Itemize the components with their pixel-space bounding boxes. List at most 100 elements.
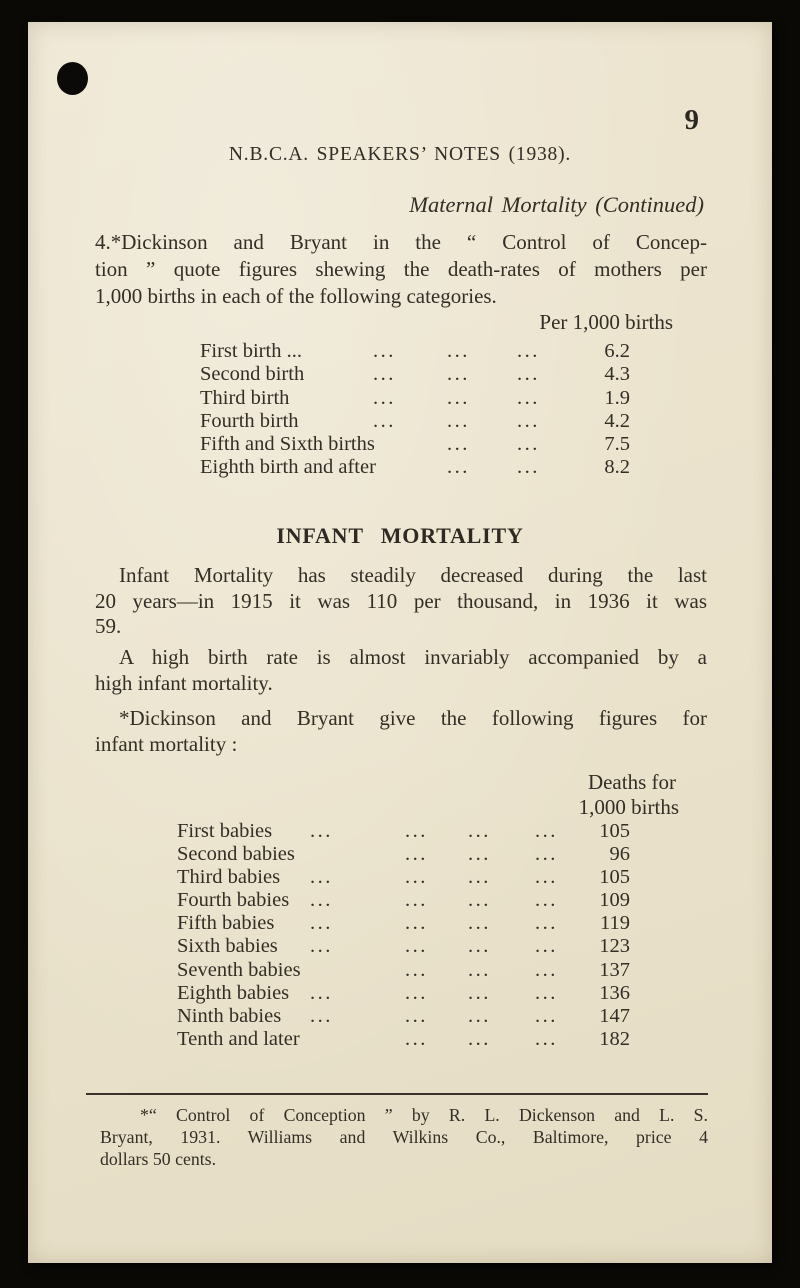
row-value: 1.9 bbox=[604, 386, 630, 409]
row-label: Sixth babies bbox=[177, 935, 278, 958]
dot-leader: ... bbox=[468, 958, 491, 981]
dot-leader: ... bbox=[405, 843, 428, 866]
maternal-table-header: Per 1,000 births bbox=[539, 310, 673, 334]
dot-leader: ... bbox=[468, 820, 491, 842]
row-label: Fifth and Sixth births bbox=[200, 433, 375, 456]
dot-leader: ... bbox=[535, 843, 558, 866]
section-subtitle: Maternal Mortality (Continued) bbox=[409, 192, 704, 217]
row-value: 96 bbox=[609, 843, 631, 866]
row-value: 6.2 bbox=[604, 340, 630, 362]
table-row: Tenth and later ... ... ... 182 bbox=[28, 1028, 772, 1051]
row-label: Eighth babies bbox=[177, 981, 290, 1004]
dot-leader: ... bbox=[373, 409, 396, 432]
dot-leader: ... bbox=[373, 386, 396, 409]
footnote-rule bbox=[86, 1093, 708, 1095]
row-value: 123 bbox=[599, 935, 630, 958]
paragraph-line: 1,000 births in each of the following ca… bbox=[95, 284, 497, 308]
table-row: Second birth ... ... ... 4.3 bbox=[28, 363, 772, 386]
row-label: Tenth and later bbox=[177, 1027, 300, 1050]
intro-paragraph: 4.*Dickinson and Bryant in the “ Control… bbox=[95, 229, 707, 310]
punch-hole bbox=[57, 62, 88, 95]
row-value: 147 bbox=[599, 1004, 630, 1027]
paragraph-line: infant mortality : bbox=[95, 731, 238, 756]
dot-leader: ... bbox=[405, 912, 428, 935]
dot-leader: ... bbox=[373, 363, 396, 386]
row-label: Third babies bbox=[177, 866, 281, 889]
page-header: N.B.C.A. SPEAKERS’ NOTES (1938). bbox=[228, 144, 572, 165]
table-row: Fifth and Sixth births ... ... 7.5 bbox=[28, 433, 772, 456]
paragraph-line: 4.*Dickinson and Bryant in the “ Control… bbox=[95, 230, 707, 254]
dot-leader: ... bbox=[447, 433, 470, 456]
table-row: Eighth babies ... ... ... ... 136 bbox=[28, 982, 772, 1005]
row-value: 109 bbox=[599, 889, 630, 912]
row-value: 105 bbox=[599, 820, 630, 842]
table-row: First birth ... ... ... ... 6.2 bbox=[28, 340, 772, 363]
dot-leader: ... bbox=[517, 363, 540, 386]
row-label: Third birth bbox=[200, 386, 290, 409]
table-row: Seventh babies ... ... ... 137 bbox=[28, 959, 772, 982]
dot-leader: ... bbox=[517, 340, 540, 362]
dot-leader: ... bbox=[447, 340, 470, 362]
row-value: 137 bbox=[599, 958, 630, 981]
row-label: Ninth babies bbox=[177, 1004, 282, 1027]
dot-leader: ... bbox=[405, 889, 428, 912]
infant-table-header-line1: Deaths for bbox=[587, 770, 676, 794]
dot-leader: ... bbox=[468, 843, 491, 866]
infant-paragraph: Infant Mortality has steadily decreased … bbox=[95, 563, 707, 640]
paragraph-line: high infant mortality. bbox=[95, 670, 273, 695]
dot-leader: ... bbox=[310, 912, 333, 935]
dot-leader: ... bbox=[447, 456, 470, 479]
dot-leader: ... bbox=[468, 889, 491, 912]
dot-leader: ... bbox=[468, 981, 491, 1004]
infant-mortality-heading: INFANT MORTALITY bbox=[276, 523, 524, 548]
document-page: 9 N.B.C.A. SPEAKERS’ NOTES (1938). Mater… bbox=[28, 22, 772, 1263]
row-label: Eighth birth and after bbox=[200, 456, 376, 479]
birthrate-paragraph: A high birth rate is almost invariably a… bbox=[95, 645, 707, 696]
dot-leader: ... bbox=[373, 340, 396, 362]
dot-leader: ... bbox=[535, 912, 558, 935]
row-value: 4.2 bbox=[604, 409, 630, 432]
dot-leader: ... bbox=[535, 820, 558, 842]
paragraph-line: 20 years—in 1915 it was 110 per thousand… bbox=[95, 588, 707, 613]
dot-leader: ... bbox=[468, 866, 491, 889]
maternal-mortality-table: First birth ... ... ... ... 6.2 Second b… bbox=[28, 340, 772, 480]
dot-leader: ... bbox=[447, 386, 470, 409]
dot-leader: ... bbox=[405, 981, 428, 1004]
dot-leader: ... bbox=[310, 820, 333, 842]
dot-leader: ... bbox=[405, 958, 428, 981]
dot-leader: ... bbox=[447, 409, 470, 432]
dot-leader: ... bbox=[447, 363, 470, 386]
page-number: 9 bbox=[684, 104, 700, 136]
row-label: Second birth bbox=[200, 363, 305, 386]
dickinson-paragraph: *Dickinson and Bryant give the following… bbox=[95, 706, 707, 757]
row-value: 136 bbox=[599, 981, 630, 1004]
table-row: Third babies ... ... ... ... 105 bbox=[28, 866, 772, 889]
row-value: 4.3 bbox=[604, 363, 630, 386]
dot-leader: ... bbox=[535, 935, 558, 958]
row-value: 105 bbox=[599, 866, 630, 889]
dot-leader: ... bbox=[310, 935, 333, 958]
dot-leader: ... bbox=[517, 456, 540, 479]
dot-leader: ... bbox=[535, 958, 558, 981]
paragraph-line: A high birth rate is almost invariably a… bbox=[119, 645, 707, 669]
dot-leader: ... bbox=[405, 1004, 428, 1027]
dot-leader: ... bbox=[535, 1027, 558, 1050]
dot-leader: ... bbox=[310, 866, 333, 889]
table-row: Second babies ... ... ... 96 bbox=[28, 843, 772, 866]
paragraph-line: Infant Mortality has steadily decreased … bbox=[119, 563, 707, 587]
footnote-line: *“ Control of Conception ” by R. L. Dick… bbox=[140, 1105, 708, 1125]
row-label: Seventh babies bbox=[177, 958, 301, 981]
table-row: Sixth babies ... ... ... ... 123 bbox=[28, 935, 772, 958]
dot-leader: ... bbox=[310, 981, 333, 1004]
footnote-line: Bryant, 1931. Williams and Wilkins Co., … bbox=[100, 1127, 708, 1147]
row-label: Second babies bbox=[177, 843, 295, 866]
dot-leader: ... bbox=[468, 1004, 491, 1027]
row-label: Fourth babies bbox=[177, 889, 290, 912]
row-value: 7.5 bbox=[604, 433, 630, 456]
dot-leader: ... bbox=[405, 866, 428, 889]
infant-table-header-line2: 1,000 births bbox=[578, 795, 679, 819]
footnote-line: dollars 50 cents. bbox=[100, 1149, 217, 1169]
dot-leader: ... bbox=[310, 889, 333, 912]
dot-leader: ... bbox=[535, 889, 558, 912]
table-row: Fourth birth ... ... ... 4.2 bbox=[28, 410, 772, 433]
